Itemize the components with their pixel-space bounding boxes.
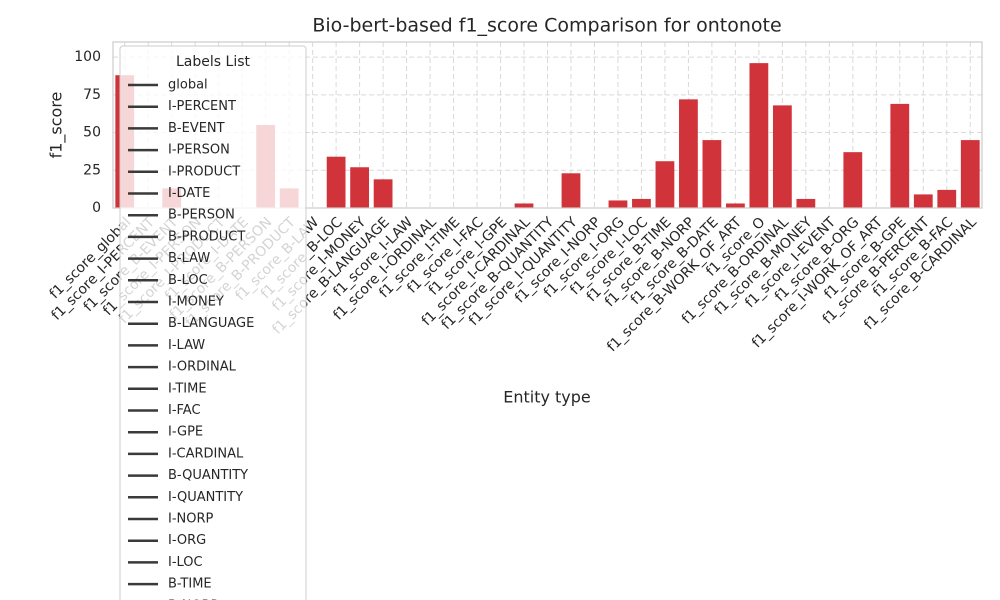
legend-label: I-ORG bbox=[168, 533, 206, 548]
legend-label: I-FAC bbox=[168, 403, 201, 418]
legend-label: I-NORP bbox=[168, 512, 214, 527]
legend-label: B-EVENT bbox=[168, 121, 225, 136]
legend-label: B-PERSON bbox=[168, 208, 235, 223]
legend-label: global bbox=[168, 78, 208, 93]
legend-label: B-PRODUCT bbox=[168, 229, 245, 244]
bar bbox=[913, 194, 933, 208]
chart-title: Bio-bert-based f1_score Comparison for o… bbox=[312, 15, 781, 37]
y-tick-label: 0 bbox=[92, 200, 101, 216]
legend-label: B-QUANTITY bbox=[168, 468, 248, 483]
legend-box bbox=[119, 45, 307, 600]
legend-label: I-TIME bbox=[168, 381, 207, 396]
bar bbox=[772, 105, 792, 208]
legend-label: I-PERSON bbox=[168, 143, 230, 158]
bar bbox=[373, 179, 393, 208]
legend-title: Labels List bbox=[176, 54, 250, 70]
legend-label: I-QUANTITY bbox=[168, 490, 243, 505]
bar bbox=[796, 198, 816, 208]
legend-label: I-PERCENT bbox=[168, 99, 236, 114]
legend-label: B-NORP bbox=[168, 598, 219, 600]
legend-label: I-ORDINAL bbox=[168, 360, 237, 375]
legend-label: I-GPE bbox=[168, 425, 203, 440]
bar bbox=[749, 63, 769, 208]
bar bbox=[561, 173, 581, 208]
legend-label: I-LAW bbox=[168, 338, 205, 353]
legend-label: I-LOC bbox=[168, 555, 203, 570]
bar bbox=[725, 203, 745, 208]
plot-frame bbox=[112, 41, 983, 209]
legend-label: I-DATE bbox=[168, 186, 210, 201]
legend-label: B-LANGUAGE bbox=[168, 316, 254, 331]
bar bbox=[655, 161, 675, 208]
bar bbox=[514, 203, 534, 208]
bar bbox=[890, 103, 910, 208]
bar bbox=[608, 200, 628, 208]
y-tick-label: 50 bbox=[83, 125, 101, 141]
bar bbox=[679, 99, 698, 208]
y-axis-label: f1_score bbox=[47, 92, 67, 159]
legend-label: B-TIME bbox=[168, 577, 212, 592]
y-tick-label: 75 bbox=[83, 87, 101, 103]
legend-label: I-MONEY bbox=[168, 295, 224, 310]
y-tick-label: 100 bbox=[74, 49, 101, 65]
x-axis-label: Entity type bbox=[503, 388, 591, 407]
y-tick-label: 25 bbox=[83, 162, 101, 178]
bar bbox=[960, 140, 980, 208]
bar bbox=[350, 167, 370, 208]
bar bbox=[632, 198, 651, 208]
legend-label: B-LOC bbox=[168, 273, 208, 288]
bar bbox=[843, 152, 863, 208]
bar bbox=[937, 189, 957, 208]
legend-label: B-LAW bbox=[168, 251, 210, 266]
legend-label: I-PRODUCT bbox=[168, 164, 240, 179]
legend-label: I-CARDINAL bbox=[168, 446, 244, 461]
bar bbox=[326, 156, 346, 208]
bar bbox=[702, 140, 722, 208]
